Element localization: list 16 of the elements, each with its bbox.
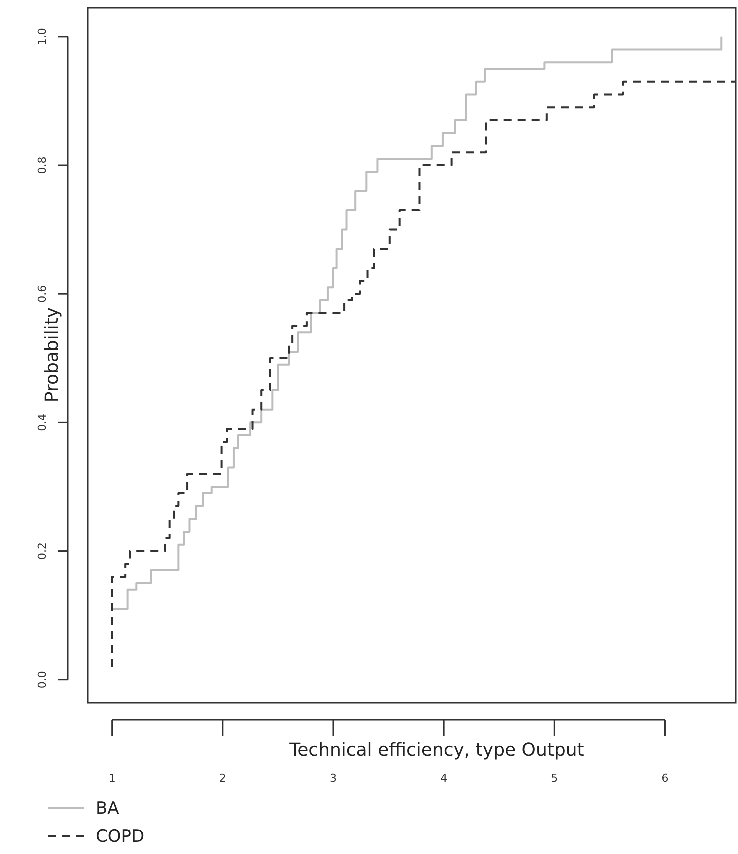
y-tick-label: 0.8 [36, 156, 49, 174]
x-tick-label: 5 [551, 772, 558, 785]
x-tick-label: 3 [330, 772, 337, 785]
y-tick-label: 0.2 [36, 542, 49, 560]
x-tick-label: 1 [108, 772, 116, 785]
x-tick-label: 2 [219, 772, 226, 785]
legend-label: BA [96, 799, 120, 819]
x-tick-label: 6 [662, 772, 669, 785]
y-tick-label: 0.0 [36, 671, 49, 689]
x-axis-title: Technical efficiency, type Output [288, 740, 584, 761]
x-tick-label: 4 [440, 772, 448, 785]
y-tick-label: 1.0 [36, 28, 49, 46]
y-tick-label: 0.4 [36, 414, 49, 432]
y-tick-label: 0.6 [36, 285, 49, 303]
y-axis-title: Probability [42, 307, 63, 403]
legend-label: COPD [96, 827, 145, 847]
